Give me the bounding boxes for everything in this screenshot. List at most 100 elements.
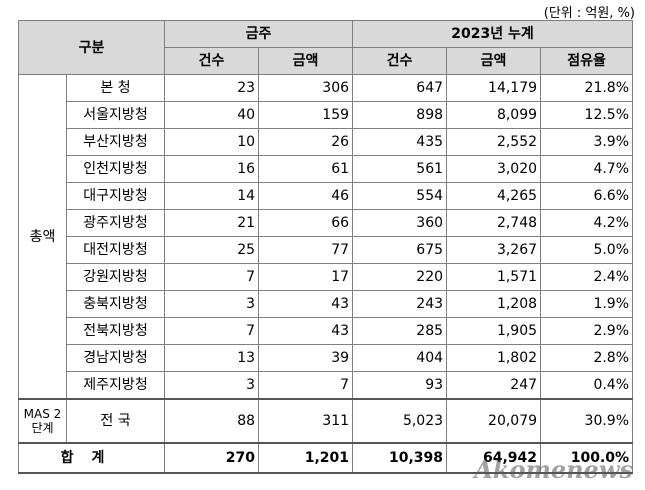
unit-note: (단위 : 억원, %) <box>543 6 635 21</box>
row-name: 서울지방청 <box>65 101 166 129</box>
row-name: 인천지방청 <box>65 155 166 183</box>
table-row: 대전지방청 25 77 675 3,267 5.0% <box>19 236 634 264</box>
header-week: 금주 <box>164 20 354 48</box>
header-week-amount: 금액 <box>258 47 354 75</box>
cell-cum-amount: 3,020 <box>446 155 542 183</box>
header-category: 구분 <box>17 20 166 75</box>
group-label: 총액 <box>18 74 67 400</box>
total-share: 100.0% <box>540 442 634 474</box>
cell-wk-count: 7 <box>164 263 260 291</box>
cell-cum-count: 647 <box>352 74 448 102</box>
header-week-count: 건수 <box>164 47 260 75</box>
table-row: 인천지방청 16 61 561 3,020 4.7% <box>19 155 634 183</box>
cell-share: 6.6% <box>540 182 634 210</box>
cell-wk-amount: 159 <box>258 101 354 129</box>
header-share: 점유율 <box>540 47 634 75</box>
table-row: 강원지방청 7 17 220 1,571 2.4% <box>19 263 634 291</box>
cell-share: 1.9% <box>540 290 634 318</box>
total-cum-count: 10,398 <box>352 442 448 474</box>
header-cum-amount: 금액 <box>446 47 542 75</box>
cell-wk-amount: 7 <box>258 371 354 400</box>
row-name: 충북지방청 <box>65 290 166 318</box>
cell-share: 4.2% <box>540 209 634 237</box>
cell-share: 12.5% <box>540 101 634 129</box>
cell-cum-count: 898 <box>352 101 448 129</box>
cell-cum-count: 561 <box>352 155 448 183</box>
row-name: 전 국 <box>65 398 166 444</box>
cell-cum-amount: 247 <box>446 371 542 400</box>
table-row: 총액 본 청 23 306 647 14,179 21.8% <box>18 74 634 400</box>
table-row-total: 합계 270 1,201 10,398 64,942 100.0% <box>17 442 634 474</box>
row-name: 전북지방청 <box>65 317 166 345</box>
row-name: 강원지방청 <box>65 263 166 291</box>
watermark-logo: Akomenews <box>474 455 633 484</box>
cell-share: 3.9% <box>540 128 634 156</box>
table-row: 서울지방청 40 159 898 8,099 12.5% <box>19 101 634 129</box>
cell-cum-count: 93 <box>352 371 448 400</box>
table-row: 제주지방청 3 7 93 247 0.4% <box>19 371 634 400</box>
cell-wk-count: 88 <box>164 398 260 444</box>
row-name: 대전지방청 <box>65 236 166 264</box>
total-label: 합계 <box>17 442 166 474</box>
cell-share: 2.4% <box>540 263 634 291</box>
cell-cum-amount: 1,905 <box>446 317 542 345</box>
cell-wk-count: 21 <box>164 209 260 237</box>
total-wk-amount: 1,201 <box>258 442 354 474</box>
cell-wk-count: 23 <box>164 74 260 102</box>
cell-cum-count: 5,023 <box>352 398 448 444</box>
header-cum-count: 건수 <box>352 47 448 75</box>
cell-wk-count: 40 <box>164 101 260 129</box>
cell-wk-amount: 43 <box>258 317 354 345</box>
cell-cum-amount: 20,079 <box>446 398 542 444</box>
cell-share: 21.8% <box>540 74 634 102</box>
cell-wk-amount: 26 <box>258 128 354 156</box>
cell-cum-amount: 1,802 <box>446 344 542 372</box>
cell-cum-amount: 1,208 <box>446 290 542 318</box>
cell-wk-count: 3 <box>164 290 260 318</box>
cell-wk-amount: 61 <box>258 155 354 183</box>
cell-cum-count: 435 <box>352 128 448 156</box>
cell-wk-count: 25 <box>164 236 260 264</box>
row-name: 경남지방청 <box>65 344 166 372</box>
cell-cum-amount: 3,267 <box>446 236 542 264</box>
cell-cum-count: 360 <box>352 209 448 237</box>
cell-cum-count: 675 <box>352 236 448 264</box>
table-row: 충북지방청 3 43 243 1,208 1.9% <box>19 290 634 318</box>
table-row: 전북지방청 7 43 285 1,905 2.9% <box>19 317 634 345</box>
table-row: 부산지방청 10 26 435 2,552 3.9% <box>19 128 634 156</box>
cell-wk-amount: 77 <box>258 236 354 264</box>
cell-wk-count: 13 <box>164 344 260 372</box>
cell-share: 2.8% <box>540 344 634 372</box>
cell-wk-amount: 306 <box>258 74 354 102</box>
row-name: 광주지방청 <box>65 209 166 237</box>
cell-wk-count: 7 <box>164 317 260 345</box>
row-name: 본 청 <box>65 74 166 102</box>
cell-cum-count: 220 <box>352 263 448 291</box>
table-row: 대구지방청 14 46 554 4,265 6.6% <box>19 182 634 210</box>
procurement-table: 구분 금주 2023년 누계 건수 금액 건수 금액 점유율 총액 본 청 23 30… <box>17 20 634 474</box>
table-body: 총액 본 청 23 306 647 14,179 21.8% 서울지방청 40 159 898 8,0… <box>17 74 634 474</box>
cell-cum-amount: 8,099 <box>446 101 542 129</box>
cell-wk-count: 16 <box>164 155 260 183</box>
cell-wk-amount: 17 <box>258 263 354 291</box>
row-name: 부산지방청 <box>65 128 166 156</box>
total-wk-count: 270 <box>164 442 260 474</box>
cell-cum-amount: 14,179 <box>446 74 542 102</box>
cell-wk-amount: 43 <box>258 290 354 318</box>
table-row: 광주지방청 21 66 360 2,748 4.2% <box>19 209 634 237</box>
cell-share: 30.9% <box>540 398 634 444</box>
cell-share: 0.4% <box>540 371 634 400</box>
mas-label: MAS 2단계 <box>18 398 67 444</box>
table-row-mas: MAS 2단계 전 국 88 311 5,023 20,079 30.9% <box>18 398 634 444</box>
cell-wk-amount: 311 <box>258 398 354 444</box>
cell-share: 2.9% <box>540 317 634 345</box>
cell-cum-amount: 2,552 <box>446 128 542 156</box>
cell-wk-amount: 39 <box>258 344 354 372</box>
cell-cum-amount: 2,748 <box>446 209 542 237</box>
cell-wk-count: 10 <box>164 128 260 156</box>
cell-wk-count: 14 <box>164 182 260 210</box>
cell-cum-amount: 1,571 <box>446 263 542 291</box>
row-name: 제주지방청 <box>65 371 166 400</box>
cell-wk-amount: 66 <box>258 209 354 237</box>
header-cumulative: 2023년 누계 <box>352 20 634 48</box>
